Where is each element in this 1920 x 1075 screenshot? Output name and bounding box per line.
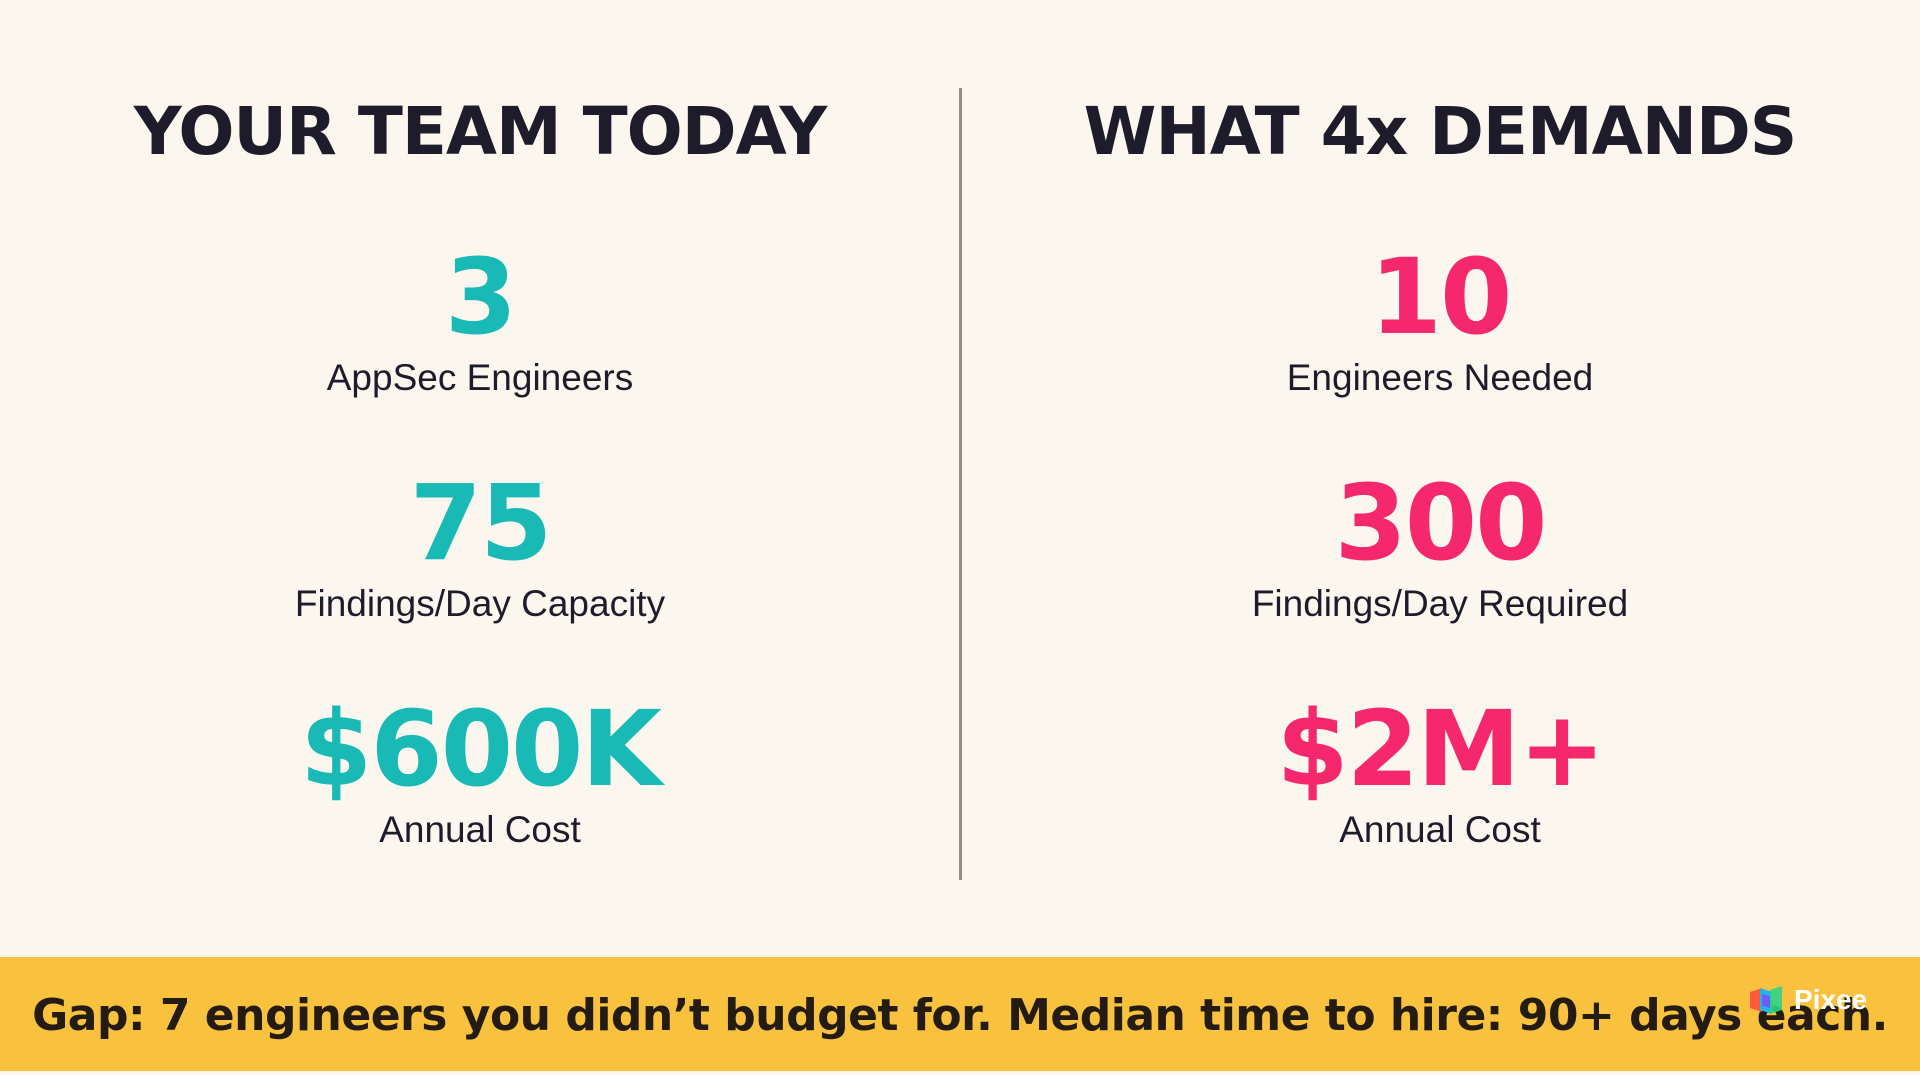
required-findings-stat: 300 Findings/Day Required — [1252, 468, 1628, 626]
needed-engineers-stat: 10 Engineers Needed — [1287, 242, 1594, 400]
required-findings-label: Findings/Day Required — [1251, 583, 1629, 624]
pixee-logo: Pixee — [1748, 983, 1867, 1017]
current-capacity-stat: 75 Findings/Day Capacity — [295, 468, 665, 626]
demand-cost-stat: $2M+ Annual Cost — [1276, 688, 1605, 852]
needed-engineers-value: 10 — [1369, 236, 1513, 358]
current-capacity-value: 75 — [409, 462, 553, 584]
required-findings-value: 300 — [1334, 462, 1547, 584]
current-capacity-label: Findings/Day Capacity — [294, 583, 666, 624]
current-engineers-value: 3 — [444, 236, 517, 358]
demand-column: WHAT 4x DEMANDS 10 Engineers Needed 300 … — [960, 0, 1920, 955]
current-cost-label: Annual Cost — [379, 809, 581, 850]
current-engineers-stat: 3 AppSec Engineers — [327, 242, 633, 400]
gap-banner-text: Gap: 7 engineers you didn’t budget for. … — [32, 990, 1888, 1041]
current-team-column: YOUR TEAM TODAY 3 AppSec Engineers 75 Fi… — [0, 0, 960, 955]
current-team-heading: YOUR TEAM TODAY — [133, 93, 827, 170]
demand-cost-label: Annual Cost — [1339, 809, 1541, 850]
pixee-logo-icon — [1750, 986, 1782, 1014]
current-cost-stat: $600K Annual Cost — [299, 688, 662, 852]
gap-banner: Gap: 7 engineers you didn’t budget for. … — [0, 957, 1920, 1071]
column-divider — [959, 88, 962, 880]
current-engineers-label: AppSec Engineers — [326, 357, 634, 398]
current-cost-value: $600K — [299, 688, 662, 810]
demand-cost-value: $2M+ — [1276, 688, 1605, 810]
pixee-logo-text: Pixee — [1794, 984, 1868, 1015]
demand-heading: WHAT 4x DEMANDS — [1083, 93, 1798, 170]
needed-engineers-label: Engineers Needed — [1286, 357, 1594, 398]
